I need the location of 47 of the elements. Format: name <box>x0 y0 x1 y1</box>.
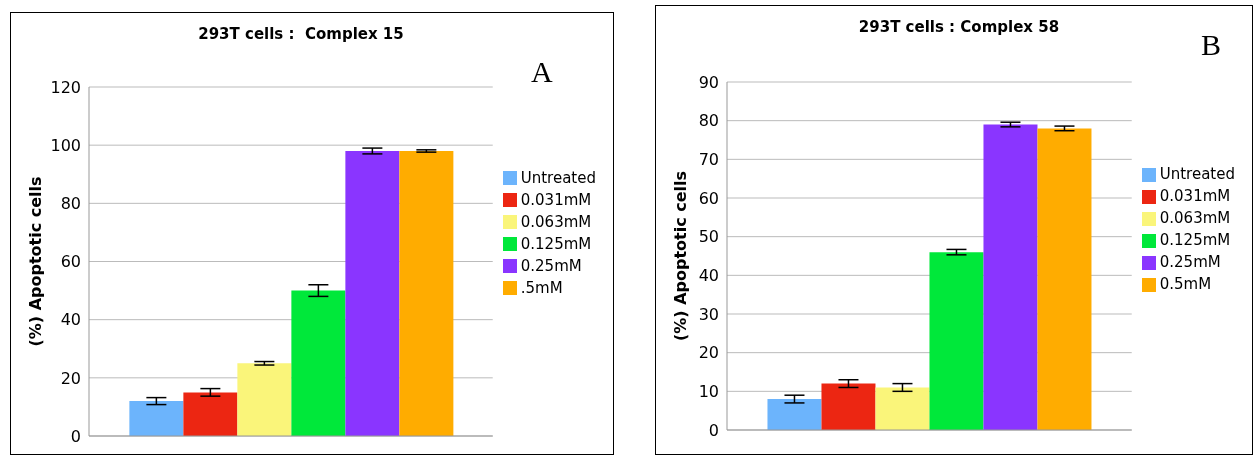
y-tick-label: 90 <box>698 72 719 92</box>
text: B <box>1201 28 1222 62</box>
y-tick-label: 50 <box>698 227 719 247</box>
text: A <box>531 55 553 89</box>
y-tick-label: 40 <box>698 266 719 286</box>
legend-label: Untreated <box>520 168 596 187</box>
y-tick-label: 60 <box>698 188 719 208</box>
y-tick-label: 100 <box>50 135 81 155</box>
bar <box>983 124 1038 430</box>
bar <box>399 150 454 436</box>
y-tick-label: 10 <box>698 382 719 402</box>
y-axis-title: (%) Apoptotic cells <box>670 170 690 342</box>
legend-label: 0.5mM <box>1159 275 1212 293</box>
legend-label: 0.25mM <box>1159 253 1221 271</box>
bar <box>875 387 930 430</box>
bar <box>237 363 292 436</box>
legend-label: 0.063mM <box>1159 209 1231 227</box>
bar <box>821 383 876 430</box>
chart-title: 293T cells : Complex 58 <box>858 18 1060 36</box>
y-tick-label: 0 <box>70 426 81 446</box>
bar <box>929 252 984 430</box>
y-tick-label: 80 <box>60 194 81 214</box>
y-tick-label: 80 <box>698 111 719 131</box>
bar <box>345 150 400 436</box>
legend-label: 0.125mM <box>1159 231 1231 249</box>
y-tick-label: 70 <box>698 150 719 170</box>
y-axis-title: (%) Apoptotic cells <box>25 176 45 347</box>
bar <box>767 399 822 430</box>
y-tick-label: 60 <box>60 252 81 272</box>
chart-title: 293T cells : Complex 15 <box>197 25 405 43</box>
y-tick-label: 20 <box>60 368 81 388</box>
legend-label: Untreated <box>1159 165 1235 183</box>
bar <box>291 290 346 436</box>
legend-label: 0.063mM <box>520 212 592 231</box>
bar <box>129 401 184 436</box>
legend-label: 0.031mM <box>520 190 592 209</box>
y-tick-label: 0 <box>708 420 719 440</box>
y-tick-label: 20 <box>698 343 719 363</box>
legend-label: 0.25mM <box>520 256 582 275</box>
y-tick-label: 30 <box>698 304 719 324</box>
legend-label: 0.125mM <box>520 234 592 253</box>
y-tick-label: 40 <box>60 310 81 330</box>
y-tick-label: 120 <box>50 77 81 97</box>
bar <box>1037 128 1092 430</box>
legend-label: .5mM <box>520 278 563 297</box>
bar <box>183 392 238 436</box>
legend-label: 0.031mM <box>1159 187 1231 205</box>
